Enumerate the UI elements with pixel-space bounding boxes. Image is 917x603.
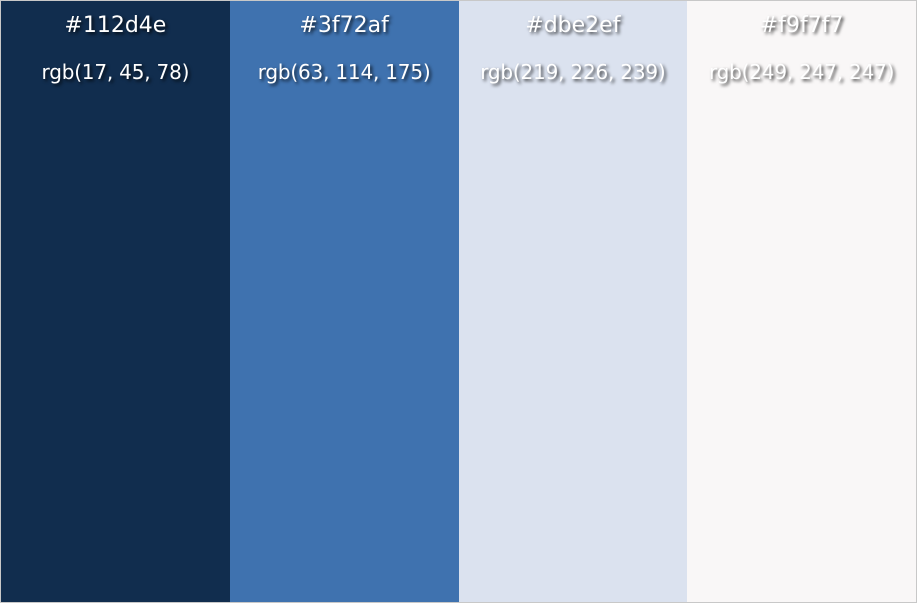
swatch-4[interactable]: #f9f7f7 rgb(249, 247, 247) [687, 1, 916, 602]
swatch-4-hex-label: #f9f7f7 [759, 13, 844, 38]
swatch-3[interactable]: #dbe2ef rgb(219, 226, 239) [458, 1, 688, 602]
swatch-2[interactable]: #3f72af rgb(63, 114, 175) [229, 1, 459, 602]
swatch-1-rgb-label: rgb(17, 45, 78) [41, 60, 190, 84]
swatch-2-rgb-label: rgb(63, 114, 175) [257, 60, 431, 84]
swatch-1[interactable]: #112d4e rgb(17, 45, 78) [1, 1, 230, 602]
swatch-3-rgb-label: rgb(219, 226, 239) [480, 60, 666, 84]
swatch-4-rgb-label: rgb(249, 247, 247) [709, 60, 895, 84]
swatch-3-hex-label: #dbe2ef [525, 13, 621, 38]
swatch-2-hex-label: #3f72af [299, 13, 389, 38]
swatch-1-hex-label: #112d4e [64, 13, 167, 38]
